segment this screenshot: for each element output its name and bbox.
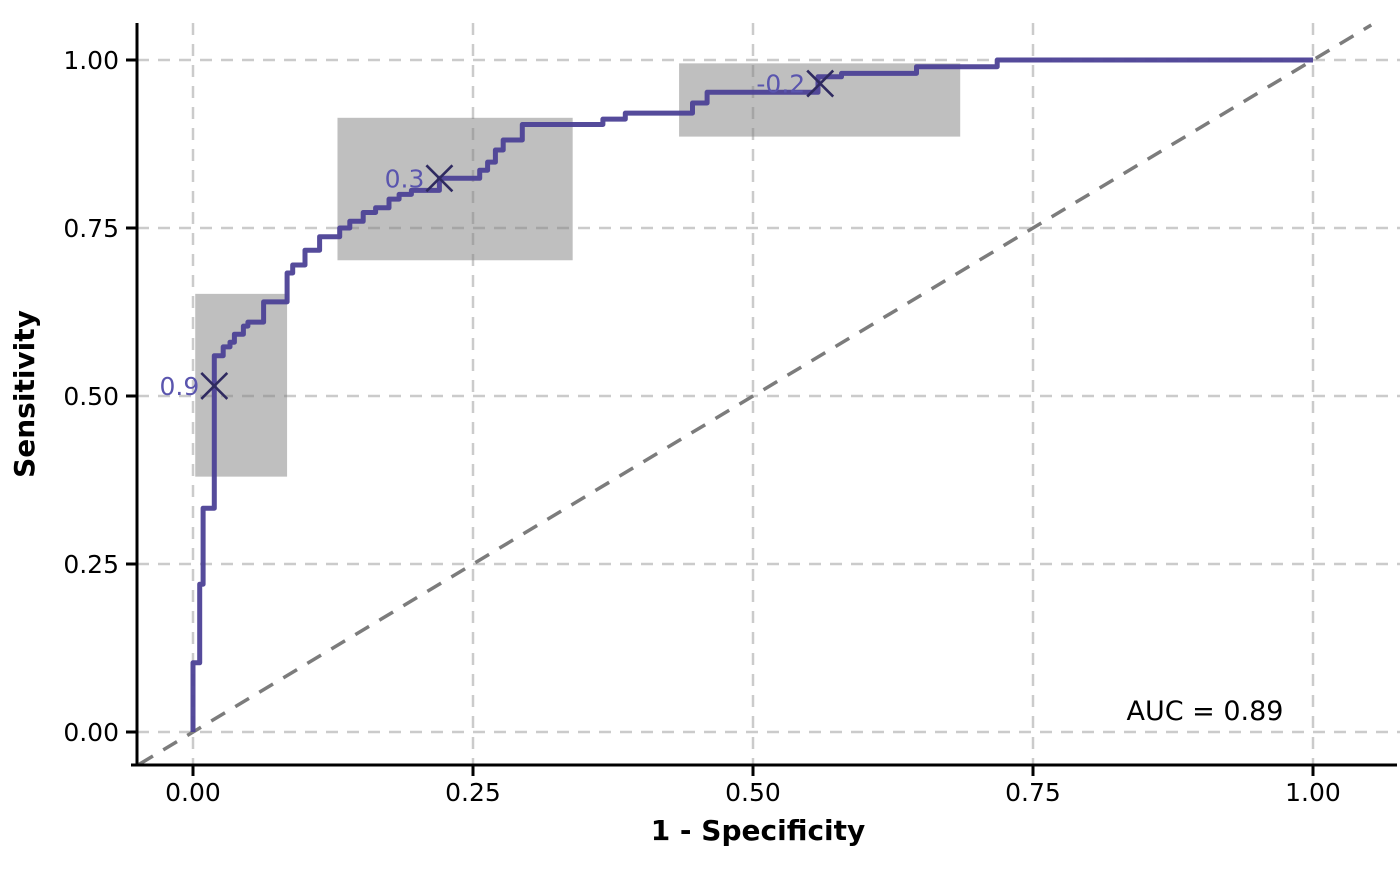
cutpoint-threshold-label: 0.9 <box>160 372 200 401</box>
roc-curve-layer <box>190 57 1313 732</box>
confidence-box <box>337 117 573 261</box>
roc-curve <box>190 57 1313 732</box>
tick-labels-layer: 0.00 0.25 0.50 0.75 1.00 0.00 0.25 0.50 0.75 1.00 <box>63 46 1341 807</box>
x-tick-label: 0.25 <box>445 778 501 807</box>
cutpoint-markers-layer: 0.9 0.3 -0.2 <box>160 69 835 401</box>
y-tick-label: 0.75 <box>63 214 119 243</box>
cutpoint-x-marker <box>425 164 454 193</box>
x-tick-label: 1.00 <box>1285 778 1341 807</box>
y-axis-title: Sensitivity <box>8 310 41 478</box>
chance-diagonal-layer <box>138 23 1373 766</box>
y-tick-label: 1.00 <box>63 46 119 75</box>
x-axis-title: 1 - Specificity <box>651 814 866 847</box>
x-tick-label: 0.00 <box>165 778 221 807</box>
auc-annotation: AUC = 0.89 <box>1127 696 1284 727</box>
cutpoint-threshold-label: -0.2 <box>756 70 805 99</box>
cutpoint-x-marker <box>200 372 229 400</box>
y-tick-label: 0.25 <box>63 550 119 579</box>
chance-diagonal <box>138 23 1373 766</box>
x-tick-label: 0.50 <box>725 778 781 807</box>
x-tick-label: 0.75 <box>1005 778 1061 807</box>
axes-layer <box>126 23 1397 776</box>
y-tick-label: 0.00 <box>63 718 119 747</box>
confidence-box <box>195 293 288 477</box>
grid-layer <box>137 23 1400 765</box>
cutpoint-x-marker <box>806 69 835 98</box>
cutpoint-threshold-label: 0.3 <box>385 164 425 193</box>
y-tick-label: 0.50 <box>63 382 119 411</box>
